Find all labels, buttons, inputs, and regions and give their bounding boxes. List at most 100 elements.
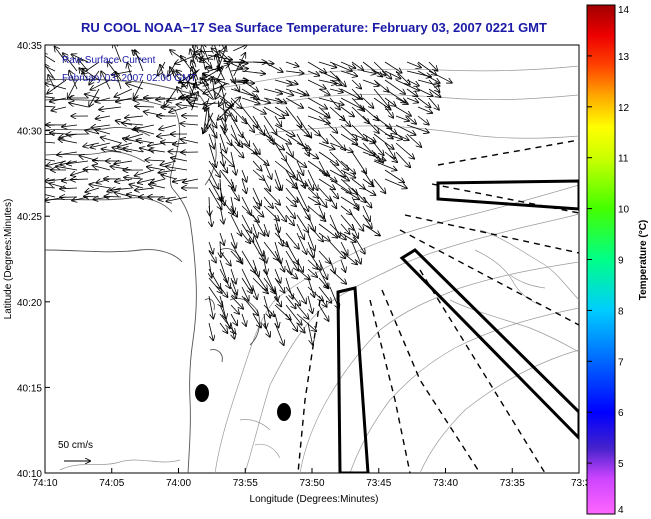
bathymetry-contours [59, 65, 579, 473]
current-vector [180, 82, 197, 84]
current-vector [296, 223, 304, 239]
current-vector [169, 106, 188, 112]
current-vector [373, 115, 391, 129]
current-vector [340, 115, 350, 126]
current-vector [384, 106, 393, 118]
current-vector [351, 97, 364, 111]
current-vector [263, 160, 272, 179]
current-vector [82, 69, 100, 81]
current-vector [91, 79, 111, 90]
y-tick-label: 40:30 [17, 127, 42, 138]
current-vector [296, 232, 307, 254]
current-vector [351, 223, 358, 238]
current-vector [230, 106, 247, 123]
current-vector [166, 196, 188, 201]
current-vector [207, 54, 232, 60]
current-vector [200, 78, 215, 100]
current-vector [340, 187, 359, 199]
current-vector [296, 88, 309, 96]
x-tick-label: 73:40 [433, 478, 458, 489]
buoy-marker [277, 403, 291, 421]
current-vector [340, 205, 352, 214]
current-vector [219, 268, 230, 288]
current-vector [122, 123, 144, 125]
current-vector [340, 169, 355, 178]
colorbar-label: Temperature (°C) [638, 220, 649, 301]
current-vector [340, 133, 357, 144]
current-vector [329, 268, 346, 284]
current-vector [263, 277, 275, 294]
current-vector [307, 169, 318, 190]
current-vector [45, 158, 56, 162]
x-tick-label: 74:05 [99, 478, 124, 489]
current-vector [307, 178, 313, 190]
current-vector [362, 178, 374, 186]
current-vector [252, 187, 261, 205]
current-vector [318, 295, 327, 307]
current-vector [126, 83, 144, 90]
current-vector [252, 151, 269, 165]
current-vector [116, 97, 133, 102]
colorbar-ticks: 4 5 6 7 8 9 10 11 12 13 14 [587, 4, 630, 516]
current-vector [318, 205, 324, 218]
current-vector [274, 223, 283, 246]
current-vector-field [45, 45, 452, 345]
x-tick-label: 73:45 [366, 478, 391, 489]
current-vector [230, 97, 242, 108]
current-vector [69, 103, 89, 108]
current-vector [241, 277, 252, 293]
current-vector [220, 241, 221, 257]
current-vector [362, 223, 380, 236]
current-vector [285, 88, 305, 95]
current-vector [307, 277, 314, 297]
current-vector [395, 97, 408, 104]
current-vector [406, 61, 421, 68]
current-vector [351, 142, 375, 155]
current-vector [252, 160, 262, 171]
current-vector [230, 205, 237, 217]
current-vector [362, 97, 373, 108]
current-vector [89, 70, 100, 85]
current-vector [274, 115, 281, 126]
current-vector [340, 214, 354, 230]
current-vector [340, 106, 354, 117]
current-vector [252, 62, 273, 64]
current-vector [252, 106, 266, 114]
current-vector [263, 133, 284, 150]
current-vector [69, 71, 78, 90]
current-vector [264, 313, 266, 328]
current-vector [296, 196, 310, 220]
current-vector [223, 61, 247, 63]
current-vector [233, 45, 247, 52]
current-vector [417, 106, 432, 113]
current-vector [329, 178, 351, 193]
current-vector [285, 232, 299, 249]
current-vector [149, 184, 166, 189]
current-vector [417, 70, 440, 83]
current-vector [101, 137, 122, 144]
current-vector [219, 92, 227, 106]
colorbar-tick-label: 4 [618, 505, 624, 516]
current-vector [406, 88, 418, 97]
current-vector [190, 103, 203, 105]
current-vector [318, 151, 338, 165]
current-vector [241, 196, 251, 215]
current-vector [263, 241, 278, 260]
current-vector [191, 79, 197, 96]
current-vector [263, 196, 273, 208]
current-vector [208, 142, 216, 167]
current-vector [329, 70, 346, 86]
current-vector [428, 88, 441, 97]
current-vector [285, 142, 293, 157]
current-vector [101, 72, 111, 90]
current-vector [318, 133, 328, 143]
current-vector [230, 286, 236, 298]
current-vector [71, 179, 89, 180]
current-vector [95, 130, 111, 135]
colorbar-tick-label: 11 [618, 154, 629, 165]
map-layer [45, 45, 579, 473]
current-vector [351, 61, 363, 70]
current-vector [252, 205, 263, 217]
current-vector [230, 69, 248, 72]
current-vector [329, 142, 353, 152]
